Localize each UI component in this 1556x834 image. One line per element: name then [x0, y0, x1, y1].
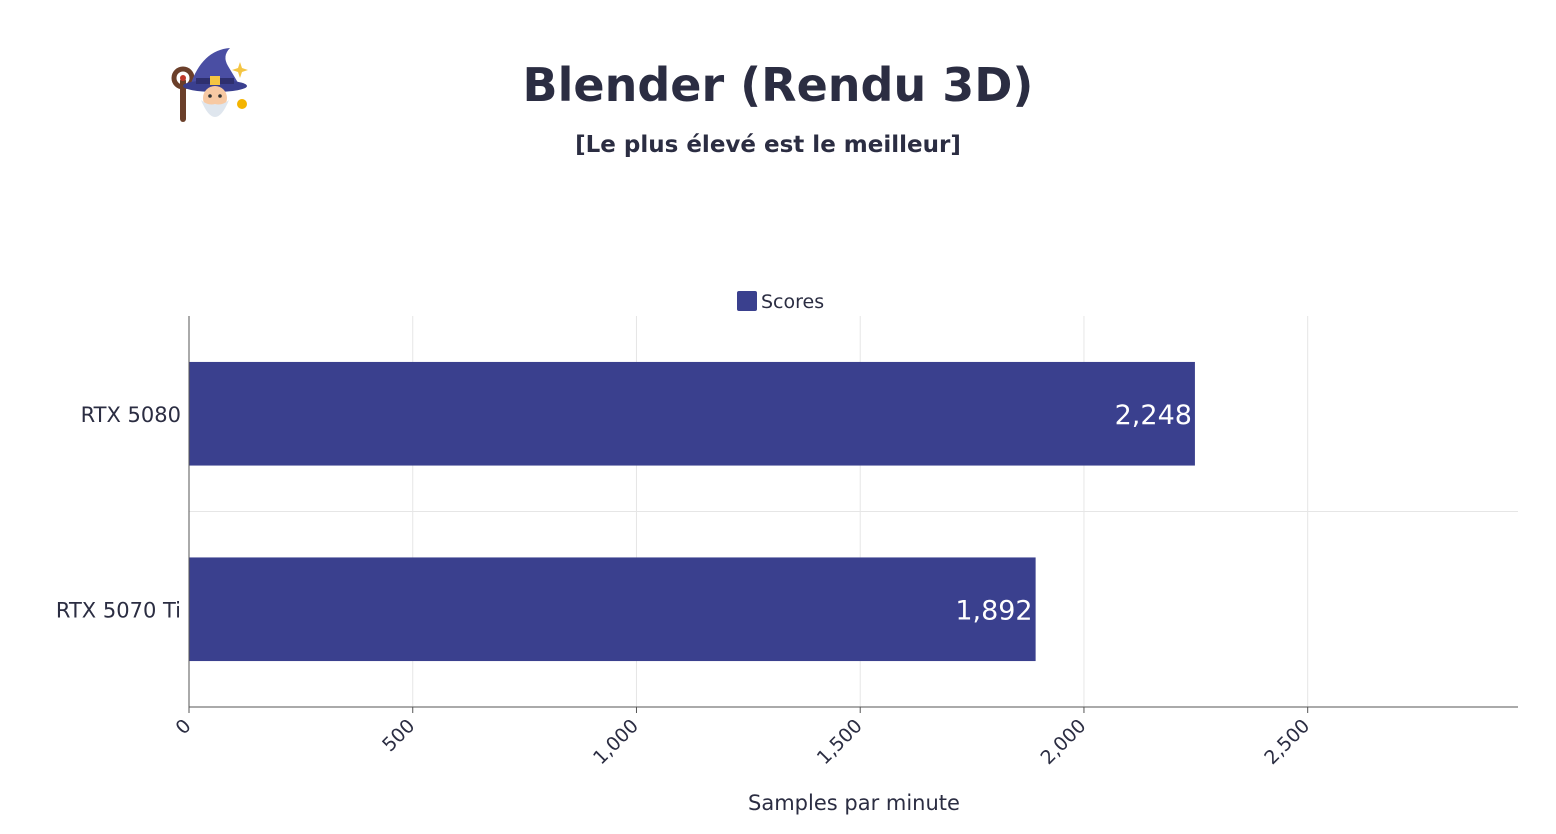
bar-0	[189, 361, 1195, 466]
category-labels: RTX 5080 RTX 5070 Ti	[56, 403, 181, 623]
legend: Scores	[737, 291, 824, 313]
x-tick-label-5: 2,500	[1260, 715, 1314, 769]
x-tick-label-4: 2,000	[1036, 715, 1090, 769]
bar-value-label-1: 1,892	[955, 595, 1032, 626]
wizard-icon	[171, 48, 248, 122]
category-label-1: RTX 5070 Ti	[56, 598, 181, 622]
x-tick-label-0: 0	[171, 715, 195, 739]
legend-swatch	[737, 291, 757, 311]
bar-value-label-0: 2,248	[1115, 400, 1192, 431]
x-axis-title: Samples par minute	[748, 791, 960, 815]
x-tick-label-1: 500	[378, 715, 419, 756]
bar-1	[189, 557, 1036, 662]
x-tick-label-3: 1,500	[813, 715, 867, 769]
x-tick-label-2: 1,000	[589, 715, 643, 769]
category-label-0: RTX 5080	[81, 403, 181, 427]
chart-title: Blender (Rendu 3D)	[523, 58, 1034, 112]
legend-label: Scores	[761, 291, 824, 313]
tick-labels: 0 500 1,000 1,500 2,000 2,500	[171, 715, 1314, 769]
bars: 2,248 1,892	[189, 361, 1195, 662]
axes	[188, 316, 1518, 713]
chart-subtitle: [Le plus élevé est le meilleur]	[575, 132, 961, 158]
